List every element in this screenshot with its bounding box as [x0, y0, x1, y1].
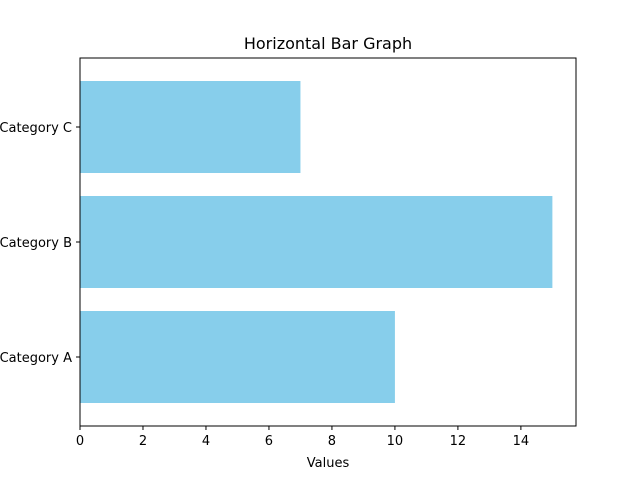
x-tick-label: 10: [387, 434, 404, 449]
x-tick-label: 14: [513, 434, 530, 449]
chart-title: Horizontal Bar Graph: [244, 34, 412, 53]
bar-category-b: [80, 196, 553, 288]
y-tick-label: Category A: [0, 351, 72, 366]
x-tick-label: 8: [328, 434, 336, 449]
x-axis-label: Values: [307, 456, 350, 471]
bars-layer: [80, 81, 553, 403]
y-axis-ticks: Category A Category B Category C: [0, 121, 80, 366]
x-axis-ticks: 0 2 4 6 8 10 12 14: [76, 426, 529, 449]
y-tick-label: Category C: [0, 121, 72, 136]
x-tick-label: 12: [450, 434, 467, 449]
x-tick-label: 0: [76, 434, 84, 449]
bar-category-a: [80, 311, 395, 403]
bar-category-c: [80, 81, 301, 173]
x-tick-label: 2: [139, 434, 147, 449]
x-tick-label: 4: [202, 434, 210, 449]
y-tick-label: Category B: [0, 236, 72, 251]
x-tick-label: 6: [265, 434, 273, 449]
